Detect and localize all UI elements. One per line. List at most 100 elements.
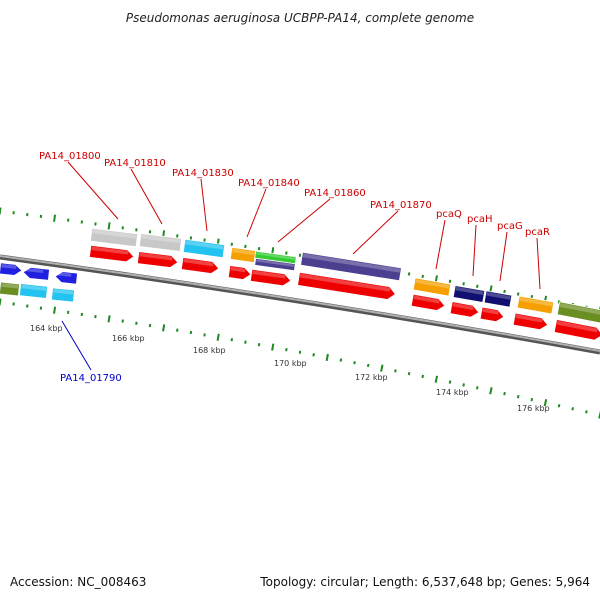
gene-label-pcar[interactable]: pcaR [525, 227, 550, 238]
gene-label-pa14-01790[interactable]: PA14_01790 [60, 373, 122, 384]
feature-navy-2 [483, 290, 513, 308]
feature-red-11 [553, 319, 600, 341]
feature-red-10-highlight [515, 314, 543, 323]
feature-olive-2-highlight [559, 302, 600, 316]
gene-label-pcaq[interactable]: pcaQ [436, 209, 462, 220]
inner-tick [503, 392, 506, 396]
feature-red-8-highlight [452, 302, 474, 311]
feature-red-5-highlight [252, 270, 286, 279]
feature-red-3 [180, 257, 220, 274]
feature-gray-1 [89, 227, 139, 248]
feature-blue-3 [54, 271, 78, 285]
feature-red-9-highlight [482, 308, 499, 315]
outer-tick [107, 222, 111, 230]
feature-red-2 [136, 251, 179, 268]
inner-tick [462, 383, 465, 387]
outer-tick [503, 289, 506, 294]
outer-tick [0, 207, 2, 215]
feature-navy-1-highlight [455, 286, 484, 296]
inner-tick [216, 333, 220, 341]
outer-tick [53, 214, 57, 222]
feature-purple-1 [254, 257, 296, 272]
inner-tick [244, 340, 247, 344]
outer-tick [121, 226, 124, 230]
feature-blue-2 [22, 266, 50, 281]
gene-label-pcah[interactable]: pcaH [467, 214, 493, 225]
outer-tick [257, 246, 261, 251]
gene-label-pa14-01870[interactable]: PA14_01870 [370, 200, 432, 211]
outer-tick [39, 214, 43, 219]
feature-olive-1 [0, 281, 21, 297]
leader-pcah [472, 224, 477, 277]
feature-navy-2-highlight [486, 291, 511, 300]
gene-label-pa14-01840[interactable]: PA14_01840 [238, 178, 300, 189]
inner-tick [271, 343, 275, 351]
outer-tick [516, 292, 520, 296]
inner-tick [325, 353, 329, 362]
feature-red-4 [227, 265, 252, 280]
leader-pa14-01860 [277, 198, 331, 243]
outer-tick [148, 230, 152, 234]
feature-red-10 [512, 312, 549, 331]
inner-tick [26, 304, 29, 308]
outer-tick [189, 236, 193, 240]
outer-tick [285, 251, 288, 255]
feature-cyan-1 [19, 283, 48, 299]
feature-red-5 [249, 268, 292, 287]
gene-label-pa14-01800[interactable]: PA14_01800 [39, 151, 101, 162]
inner-tick [162, 324, 166, 332]
gene-features [0, 227, 600, 341]
inner-tick [585, 410, 588, 414]
scale-label-168: 168 kbp [193, 346, 226, 355]
inner-tick [543, 399, 548, 407]
inner-tick [448, 380, 452, 384]
inner-tick [148, 323, 152, 328]
feature-red-1 [88, 244, 135, 263]
outer-tick [407, 272, 411, 276]
gene-label-pa14-01830[interactable]: PA14_01830 [172, 168, 234, 179]
feature-cyan-3-highlight [185, 240, 224, 250]
outer-tick [94, 222, 97, 226]
genome-backbone [0, 254, 600, 355]
feature-purple-2-highlight [302, 253, 401, 273]
inner-tick [80, 312, 84, 317]
outer-tick [530, 294, 534, 299]
leader-pa14-01810 [130, 168, 163, 225]
outer-tick [489, 285, 493, 293]
feature-cyan-1-highlight [21, 284, 47, 291]
scale-label-164: 164 kbp [30, 324, 63, 333]
feature-orange-1-highlight [232, 248, 255, 256]
inner-tick [353, 361, 356, 365]
leader-pa14-01800 [67, 161, 119, 220]
outer-tick [476, 284, 479, 288]
feature-gray-2-highlight [141, 234, 181, 244]
leader-pa14-01840 [246, 188, 267, 238]
outer-tick [80, 220, 84, 224]
feature-blue-1-highlight [1, 263, 17, 269]
feature-cyan-2 [50, 287, 76, 303]
inner-tick [421, 374, 425, 379]
accession-text: Accession: NC_008463 [10, 575, 146, 589]
outer-tick [421, 274, 424, 279]
inner-tick [176, 328, 179, 332]
feature-green-1-highlight [256, 252, 296, 260]
feature-orange-3 [516, 295, 555, 315]
outer-tick [230, 242, 234, 246]
feature-gray-2 [138, 233, 183, 252]
genome-title: Pseudomonas aeruginosa UCBPP-PA14, compl… [126, 11, 474, 25]
scale-label-170: 170 kbp [274, 359, 307, 368]
inner-tick [489, 387, 493, 395]
outer-tick [448, 279, 452, 283]
gene-label-pcag[interactable]: pcaG [497, 221, 523, 232]
scale-label-176: 176 kbp [517, 404, 550, 413]
gene-label-pa14-01810[interactable]: PA14_01810 [104, 158, 166, 169]
outer-tick [271, 247, 275, 255]
inner-tick-ring [0, 298, 600, 419]
inner-tick [66, 310, 70, 314]
inner-tick [598, 411, 600, 419]
feature-red-3-highlight [183, 258, 214, 267]
gene-label-pa14-01860[interactable]: PA14_01860 [304, 188, 366, 199]
inner-tick [285, 348, 288, 352]
inner-tick [12, 302, 15, 306]
inner-tick [230, 338, 234, 342]
